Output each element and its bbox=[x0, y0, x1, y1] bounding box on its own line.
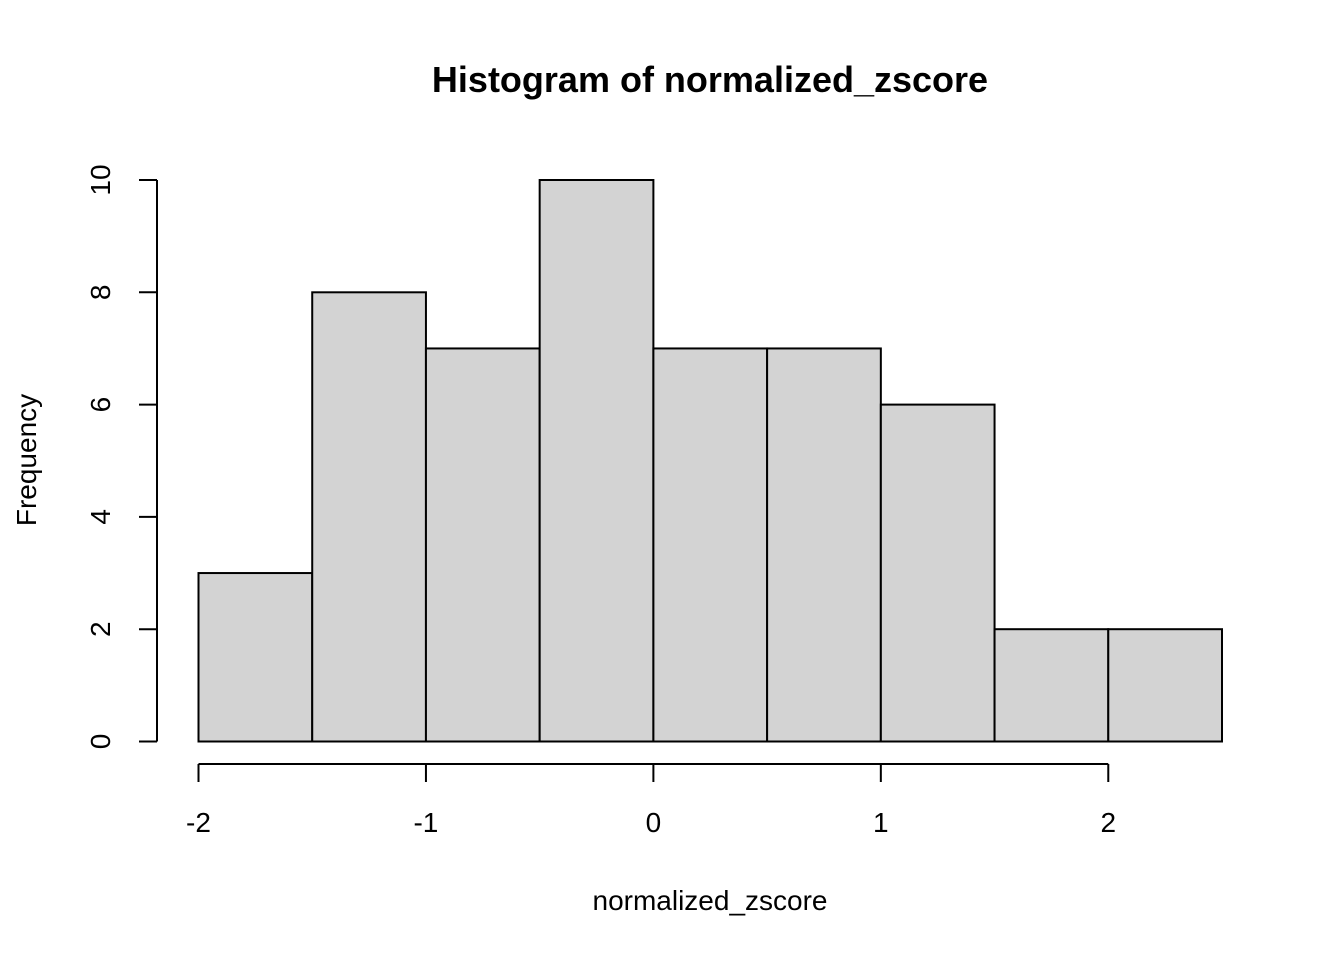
y-tick-label-3: 6 bbox=[85, 397, 116, 413]
x-tick-label-2: 0 bbox=[646, 807, 662, 838]
y-axis-label: Frequency bbox=[11, 394, 42, 526]
bars-group bbox=[197, 179, 1224, 743]
x-tick-label-0: -2 bbox=[186, 807, 211, 838]
histogram-bar-2 bbox=[424, 347, 541, 743]
x-tick-label-3: 1 bbox=[873, 807, 889, 838]
y-tick-label-1: 2 bbox=[85, 621, 116, 637]
x-tick-label-1: -1 bbox=[413, 807, 438, 838]
y-tick-label-4: 8 bbox=[85, 285, 116, 301]
histogram-bar-6 bbox=[879, 403, 996, 743]
histogram-bar-8 bbox=[1107, 628, 1224, 743]
histogram-bar-3 bbox=[538, 179, 655, 743]
histogram-bar-1 bbox=[311, 291, 427, 743]
histogram-bar-4 bbox=[652, 347, 769, 743]
x-axis-label: normalized_zscore bbox=[593, 885, 828, 916]
histogram-bar-0 bbox=[197, 572, 314, 743]
chart-title: Histogram of normalized_zscore bbox=[432, 59, 988, 100]
x-tick-label-4: 2 bbox=[1100, 807, 1116, 838]
y-axis: 0 2 4 6 8 10 bbox=[85, 164, 158, 750]
y-tick-label-5: 10 bbox=[85, 164, 116, 195]
histogram-bar-5 bbox=[766, 347, 882, 743]
y-tick-label-2: 4 bbox=[85, 509, 116, 525]
x-axis: -2 -1 0 1 2 bbox=[186, 763, 1116, 838]
histogram-bar-7 bbox=[993, 628, 1110, 743]
y-tick-label-0: 0 bbox=[85, 734, 116, 750]
